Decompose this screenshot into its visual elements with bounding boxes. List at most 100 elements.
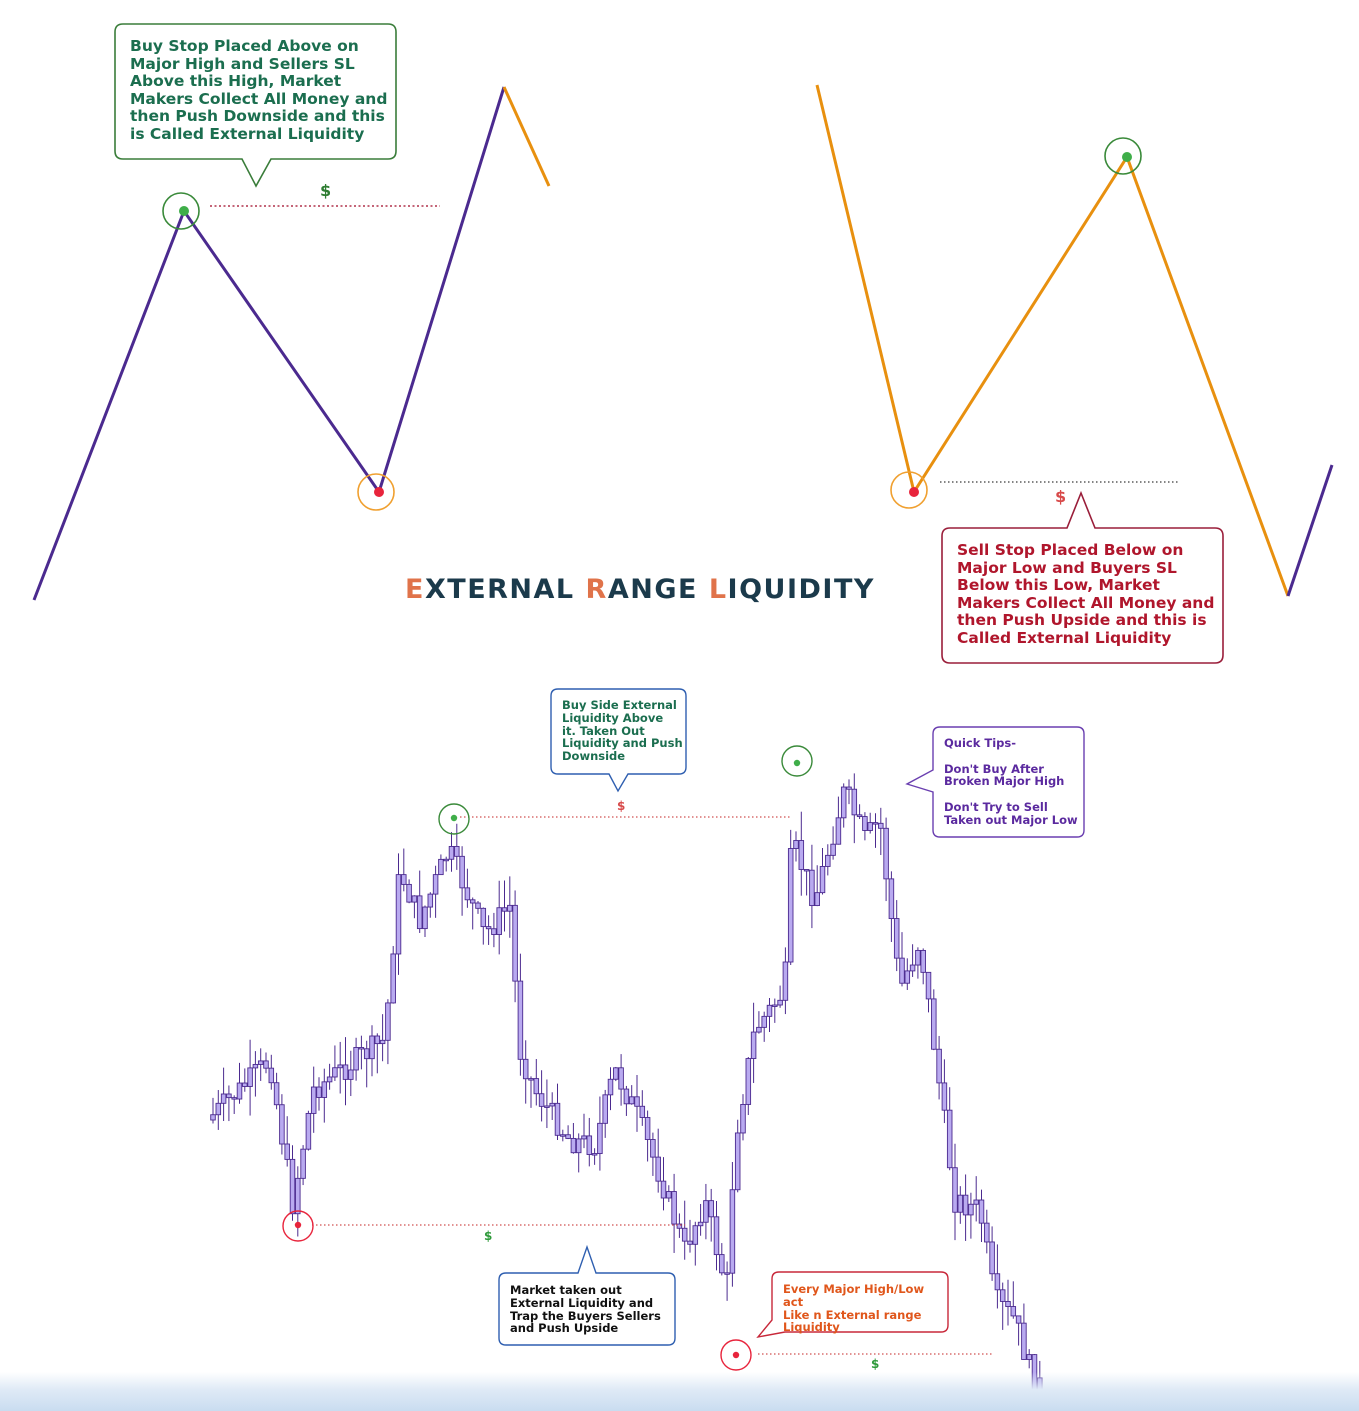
candle-body [909,964,916,972]
candle-body [676,1223,683,1229]
candle-body [946,1109,953,1169]
candle-body [904,970,911,984]
candle-body [999,1289,1006,1302]
candle-body [549,1102,555,1107]
candle-body [565,1134,571,1139]
market-taken-callout-text: Market taken out External Liquidity and … [510,1283,661,1336]
candle-body [734,1132,741,1191]
candle-body [570,1137,577,1154]
candle-body [968,1203,974,1216]
candle-body [385,1002,391,1041]
buy-side-callout-text: Buy Side External Liquidity Above it. Ta… [562,698,683,764]
buy-stop-callout-box [114,23,397,188]
page-title: EXTERNAL RANGE LIQUIDITY [405,574,873,605]
candle-body [597,1122,603,1155]
candle-body [517,980,524,1060]
candle-body [724,1272,730,1275]
candle-body [411,895,418,903]
candle-body [544,1105,550,1108]
candle-body [560,1134,566,1137]
candle-body [984,1222,990,1243]
candle-body [687,1240,693,1245]
every-major-callout-box [756,1271,949,1339]
candle-body [803,869,810,872]
candle-body [613,1067,619,1080]
candle-body [300,1148,306,1179]
candle-body [406,883,412,903]
candle-body [475,902,481,909]
chart-top-dollar-sign: $ [617,799,626,813]
sell-stop-tail-line [1286,464,1334,597]
candle-body [236,1082,243,1100]
candle-body [348,1069,354,1080]
candle-body [363,1048,370,1060]
candle-body [379,1039,386,1045]
candle-body [872,822,879,825]
candle-body [618,1067,624,1090]
candle-body [353,1047,359,1071]
candle-body [374,1035,381,1045]
candle-body [628,1096,635,1105]
major-low-ring [357,473,395,511]
major-low-dot [374,487,384,497]
candle-body [464,887,471,901]
candle-body [268,1067,275,1084]
sell-stop-dollar-sign: $ [1055,487,1067,506]
candle-body [501,907,508,912]
candles-group [210,773,1043,1411]
candle-body [660,1180,667,1199]
candle-body [273,1082,280,1106]
candle-body [756,1026,762,1033]
candlestick-chart [210,688,1085,1411]
candle-body [936,1048,942,1084]
right-major-low-dot [909,487,919,497]
candle-body [1005,1300,1011,1307]
candle-body [931,998,937,1050]
candle-body [862,816,868,831]
candle-body [692,1225,699,1245]
chart-high-right-ring [781,745,813,777]
candle-body [787,848,794,963]
candle-body [750,1031,757,1059]
candle-body [332,1067,338,1078]
candle-body [962,1194,969,1216]
candle-body [581,1135,587,1140]
candle-body [941,1082,948,1111]
candle-body [591,1153,598,1156]
candle-body [454,845,460,857]
candle-body [231,1097,237,1100]
candle-body [342,1064,349,1080]
sell-stop-callout-box [941,490,1224,664]
right-major-high-ring [1104,137,1142,175]
candle-body [1010,1306,1017,1317]
candle-body [1015,1315,1022,1324]
major-high-ring [162,192,200,230]
candle-body [512,904,518,982]
candle-body [448,845,455,860]
title-word-liquidity: IQUIDITY [727,574,875,605]
candle-body [226,1093,232,1099]
candle-body [973,1199,979,1205]
top-left-diagram [32,23,551,601]
chart-bottom-left-dollar-sign: $ [484,1229,493,1243]
candle-body [920,949,926,973]
candle-body [522,1058,529,1080]
chart-bottom-right-dollar-sign: $ [871,1357,880,1371]
candle-body [289,1158,296,1215]
candle-body [337,1064,343,1069]
candle-body [220,1093,227,1104]
quick-tips-callout-text: Quick Tips- Don't Buy After Broken Major… [944,736,1078,827]
candle-body [777,999,783,1006]
candle-body [1021,1322,1027,1360]
candle-body [305,1112,312,1150]
candle-body [825,854,831,867]
candle-body [257,1060,264,1065]
candle-body [878,822,884,829]
candle-body [978,1199,985,1224]
candle-body [247,1067,253,1087]
buy-side-callout-box [550,688,687,793]
candle-body [215,1102,222,1116]
candle-body [416,895,423,930]
candle-body [745,1058,752,1105]
candle-body [772,1004,778,1007]
